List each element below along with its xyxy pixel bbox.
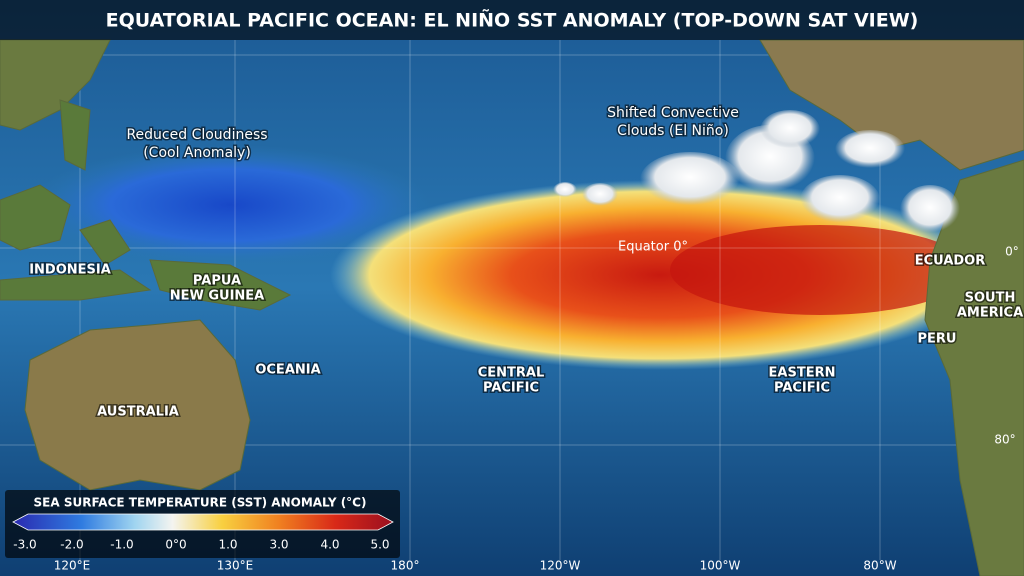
region-label: ECUADOR (915, 254, 986, 269)
legend-tick-label: 3.0 (269, 538, 288, 552)
region-label: EASTERN (769, 366, 836, 381)
annotation: Shifted Convective (607, 105, 739, 121)
cool-anomaly (30, 145, 430, 265)
longitude-label: 100°W (700, 559, 741, 573)
legend-tick-label: 1.0 (218, 538, 237, 552)
equator-label: Equator 0° (618, 240, 688, 255)
region-label: AUSTRALIA (97, 405, 179, 420)
legend-title: SEA SURFACE TEMPERATURE (SST) ANOMALY (°… (34, 496, 367, 510)
region-label: PACIFIC (774, 381, 830, 396)
annotation: (Cool Anomaly) (143, 145, 251, 161)
legend-tick-label: 5.0 (370, 538, 389, 552)
land (0, 39, 1024, 576)
edge-label: 0° (1005, 245, 1019, 259)
region-label: PACIFIC (483, 381, 539, 396)
legend-tick-label: -2.0 (60, 538, 83, 552)
edge-label: 80° (994, 433, 1015, 447)
legend-tick-label: -3.0 (13, 538, 36, 552)
region-label: CENTRAL (478, 366, 545, 381)
annotation: Clouds (El Niño) (617, 123, 729, 139)
region-label: SOUTH (965, 291, 1016, 306)
title: EQUATORIAL PACIFIC OCEAN: EL NIÑO SST AN… (106, 8, 919, 32)
clouds (553, 110, 960, 235)
longitude-label: 120°W (540, 559, 581, 573)
legend-tick-label: 4.0 (320, 538, 339, 552)
annotation: Reduced Cloudiness (126, 127, 267, 143)
region-label: INDONESIA (29, 263, 111, 278)
region-label: PAPUA (193, 274, 241, 289)
legend-tick-label: 0°0 (165, 538, 186, 552)
warm-core (670, 225, 970, 315)
longitude-label: 180° (391, 559, 420, 573)
title-bar (0, 0, 1024, 40)
longitude-label: 80°W (863, 559, 896, 573)
longitude-label: 130°E (217, 559, 254, 573)
region-label: PERU (918, 332, 957, 347)
legend-tick-label: -1.0 (110, 538, 133, 552)
region-label: AMERICA (957, 306, 1023, 321)
colorbar (12, 513, 394, 531)
region-label: NEW GUINEA (170, 289, 265, 304)
region-label: OCEANIA (255, 363, 320, 378)
longitude-label: 120°E (54, 559, 91, 573)
